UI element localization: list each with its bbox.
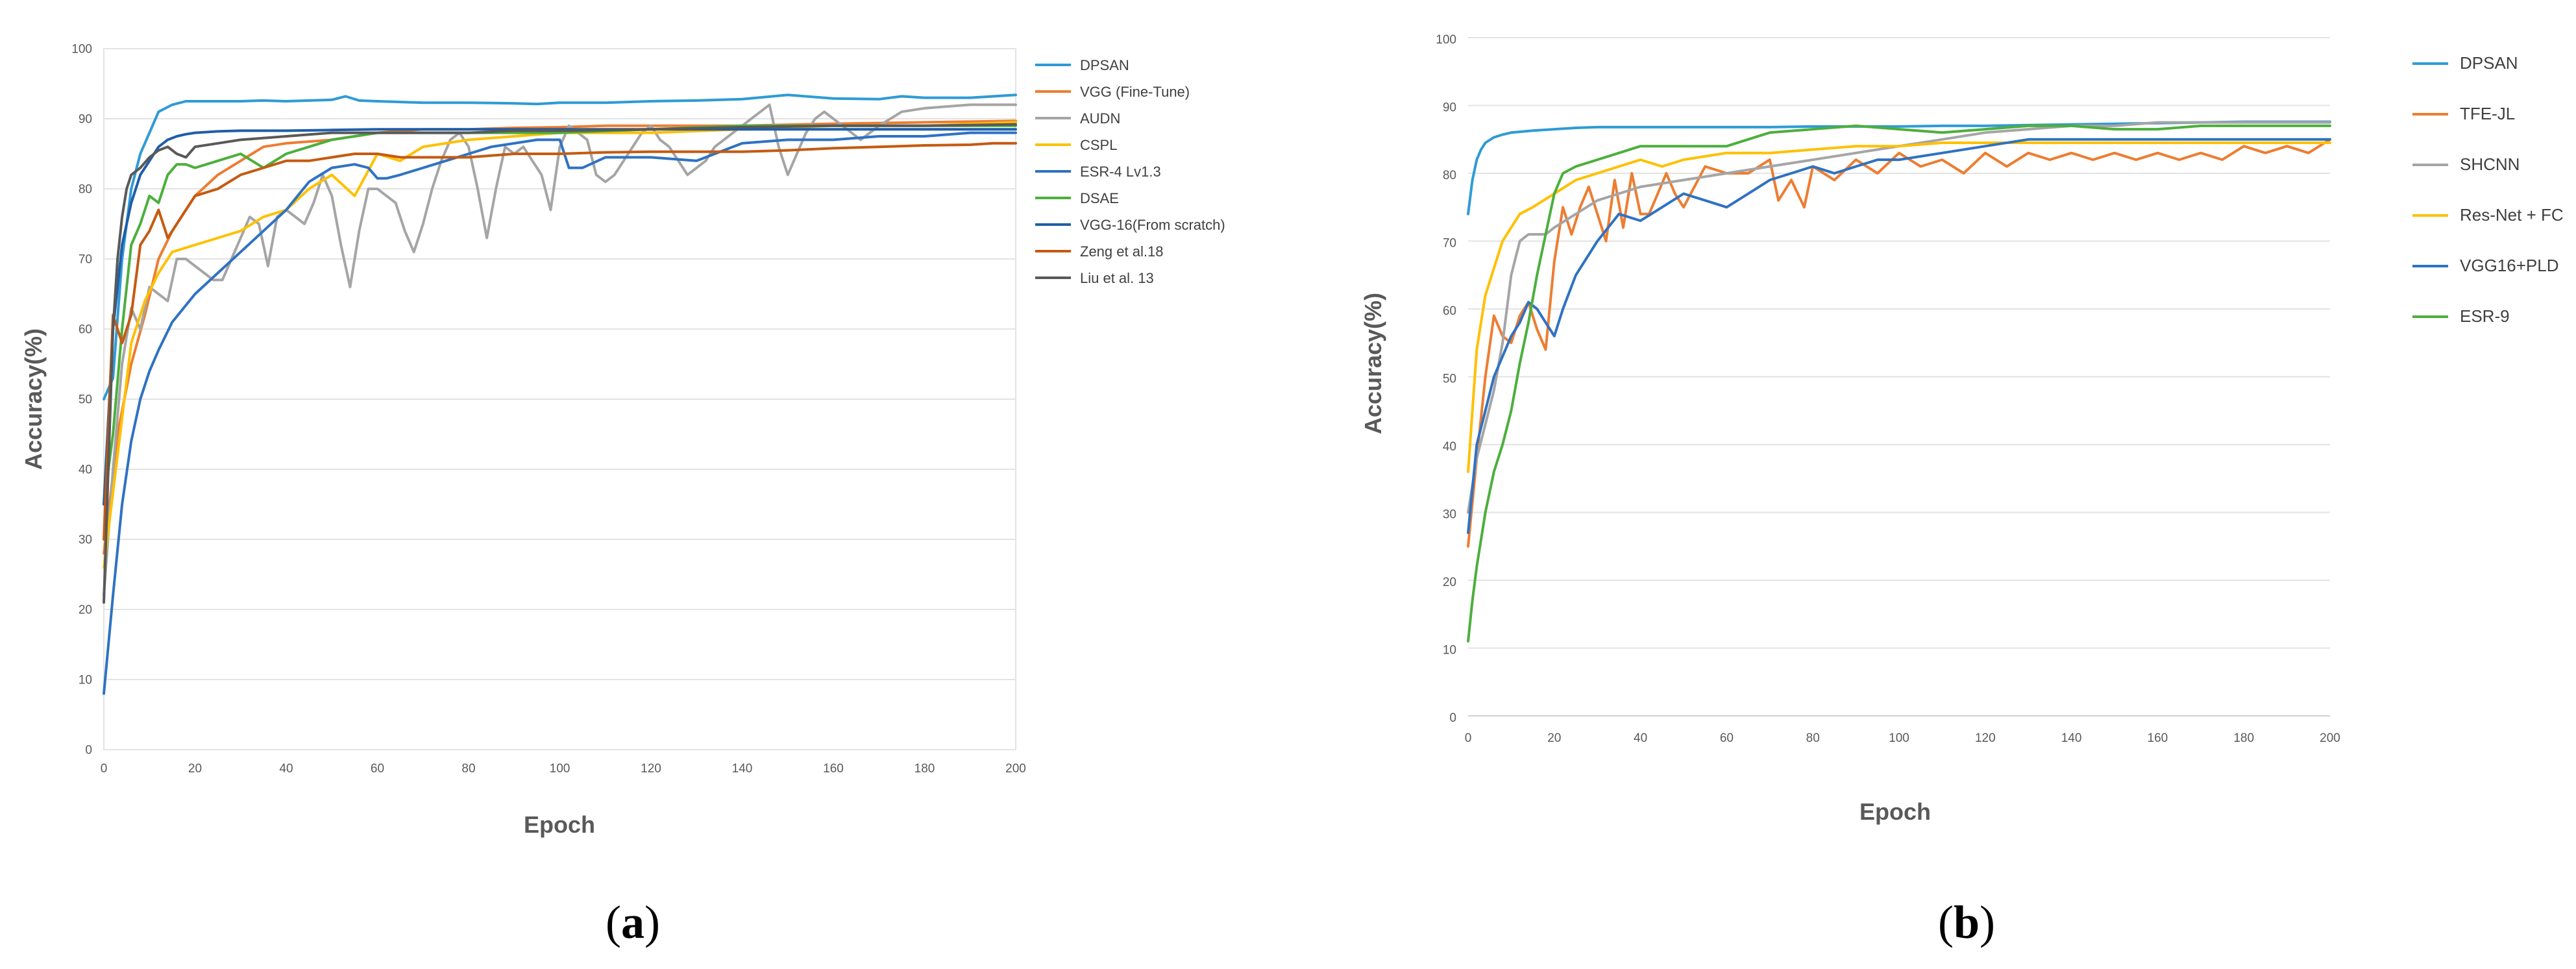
y-tick-label: 40 (1443, 440, 1456, 454)
panel-label-a-letter: a (621, 896, 644, 948)
y-tick-label: 90 (1443, 101, 1456, 114)
legend-label-dpsan: DPSAN (2460, 53, 2518, 73)
x-tick-labels-a: 0 20 40 60 80 100 120 140 160 180 200 (101, 762, 1026, 776)
x-tick-label: 160 (823, 762, 844, 776)
x-tick-label: 120 (1975, 731, 1996, 745)
legend-label-esr-9: ESR-9 (2460, 306, 2510, 326)
series-line-esr-4-lv1-3 (103, 131, 1017, 695)
series-line-res-net-fc (1467, 141, 2331, 473)
y-axis-title-b: Accuracy(%) (1360, 293, 1386, 434)
x-tick-label: 0 (1465, 731, 1472, 745)
x-tick-label: 100 (550, 762, 570, 776)
y-tick-label: 90 (79, 113, 92, 127)
y-tick-label: 0 (85, 744, 92, 757)
gridlines-a (104, 48, 1016, 750)
series-lines-a (103, 93, 1017, 695)
x-tick-label: 60 (1720, 731, 1734, 745)
gridlines-b (1468, 37, 2330, 649)
x-tick-label: 200 (2320, 731, 2340, 745)
legend-label-vgg-16-from-scratch: VGG-16(From scratch) (1080, 217, 1225, 233)
chart-panel-a: 0 10 20 30 40 50 60 70 80 90 100 0 20 40 60 80 100 120 14… (20, 43, 1225, 948)
y-tick-labels-b: 0 10 20 30 40 50 60 70 80 90 100 (1436, 33, 1456, 725)
legend-label-esr-4-lv1-3: ESR-4 Lv1.3 (1080, 164, 1161, 180)
x-tick-label: 40 (1634, 731, 1647, 745)
legend-label-dpsan: DPSAN (1080, 57, 1129, 73)
y-tick-label: 30 (79, 534, 92, 547)
series-line-zeng-et-al-18 (103, 141, 1017, 541)
x-tick-label: 180 (2233, 731, 2254, 745)
legend-label-audn: AUDN (1080, 110, 1120, 127)
y-tick-label: 70 (1443, 236, 1456, 250)
legend-label-tfe-jl: TFE-JL (2460, 104, 2515, 123)
x-tick-label: 60 (371, 762, 384, 776)
legend-label-cspl: CSPL (1080, 137, 1117, 153)
x-tick-label: 140 (732, 762, 753, 776)
series-line-vgg16-pld (1467, 138, 2331, 534)
series-line-liu-et-al-13 (103, 123, 1017, 604)
x-tick-label: 200 (1005, 762, 1026, 776)
y-tick-label: 80 (79, 183, 92, 197)
legend-b: DPSAN TFE-JL SHCNN Res-Net + FC VGG16+PLD ESR… (2412, 53, 2564, 326)
y-tick-label: 20 (1443, 576, 1456, 589)
x-axis-title-b: Epoch (1859, 798, 1931, 825)
series-line-shcnn (1467, 121, 2331, 514)
x-tick-label: 180 (914, 762, 935, 776)
series-line-cspl (103, 121, 1017, 569)
legend-label-vgg-fine-tune: VGG (Fine-Tune) (1080, 84, 1190, 100)
y-tick-label: 60 (79, 323, 92, 337)
x-tick-label: 40 (279, 762, 293, 776)
y-tick-label: 60 (1443, 304, 1456, 318)
legend-a: DPSAN VGG (Fine-Tune) AUDN CSPL ESR-4 Lv1.3 D… (1035, 57, 1225, 286)
x-axis-title-a: Epoch (524, 811, 595, 838)
chart-panel-b: 0 10 20 30 40 50 60 70 80 90 100 0 20 40 60 80 100 120 14… (1360, 33, 2564, 948)
panel-label-b: (b) (1938, 896, 1995, 948)
y-tick-label: 70 (79, 253, 92, 267)
legend-label-res-net-fc: Res-Net + FC (2460, 205, 2564, 225)
legend-label-shcnn: SHCNN (2460, 154, 2520, 174)
x-tick-label: 140 (2061, 731, 2082, 745)
series-line-esr-9 (1467, 124, 2331, 643)
y-tick-label: 40 (79, 463, 92, 477)
x-tick-label: 20 (1547, 731, 1561, 745)
x-tick-label: 120 (641, 762, 661, 776)
y-axis-title-a: Accuracy(%) (20, 328, 47, 470)
panel-label-a: (a) (606, 896, 660, 948)
x-tick-label: 80 (461, 762, 475, 776)
legend-label-liu-et-al-13: Liu et al. 13 (1080, 270, 1154, 286)
x-tick-label: 100 (1889, 731, 1909, 745)
x-tick-label: 80 (1806, 731, 1820, 745)
series-line-tfe-jl (1467, 138, 2331, 548)
y-tick-label: 100 (71, 43, 92, 56)
y-tick-label: 50 (79, 393, 92, 407)
x-tick-label: 20 (188, 762, 202, 776)
series-lines-b (1467, 120, 2331, 643)
y-tick-labels-a: 0 10 20 30 40 50 60 70 80 90 100 (71, 43, 92, 757)
x-tick-label: 160 (2148, 731, 2168, 745)
legend-label-dsae: DSAE (1080, 190, 1119, 206)
y-tick-label: 50 (1443, 372, 1456, 386)
y-tick-label: 100 (1436, 33, 1456, 47)
y-tick-label: 20 (79, 604, 92, 617)
y-tick-label: 10 (1443, 643, 1456, 657)
x-tick-labels-b: 0 20 40 60 80 100 120 140 160 180 200 (1465, 731, 2340, 745)
x-tick-label: 0 (101, 762, 108, 776)
panel-label-b-letter: b (1954, 896, 1980, 948)
y-tick-label: 80 (1443, 169, 1456, 182)
y-tick-label: 0 (1449, 711, 1456, 725)
y-tick-label: 10 (79, 674, 92, 687)
y-tick-label: 30 (1443, 508, 1456, 521)
legend-label-zeng-et-al-18: Zeng et al.18 (1080, 243, 1163, 260)
legend-label-vgg16-pld: VGG16+PLD (2460, 256, 2558, 275)
series-line-dpsan (103, 93, 1017, 400)
